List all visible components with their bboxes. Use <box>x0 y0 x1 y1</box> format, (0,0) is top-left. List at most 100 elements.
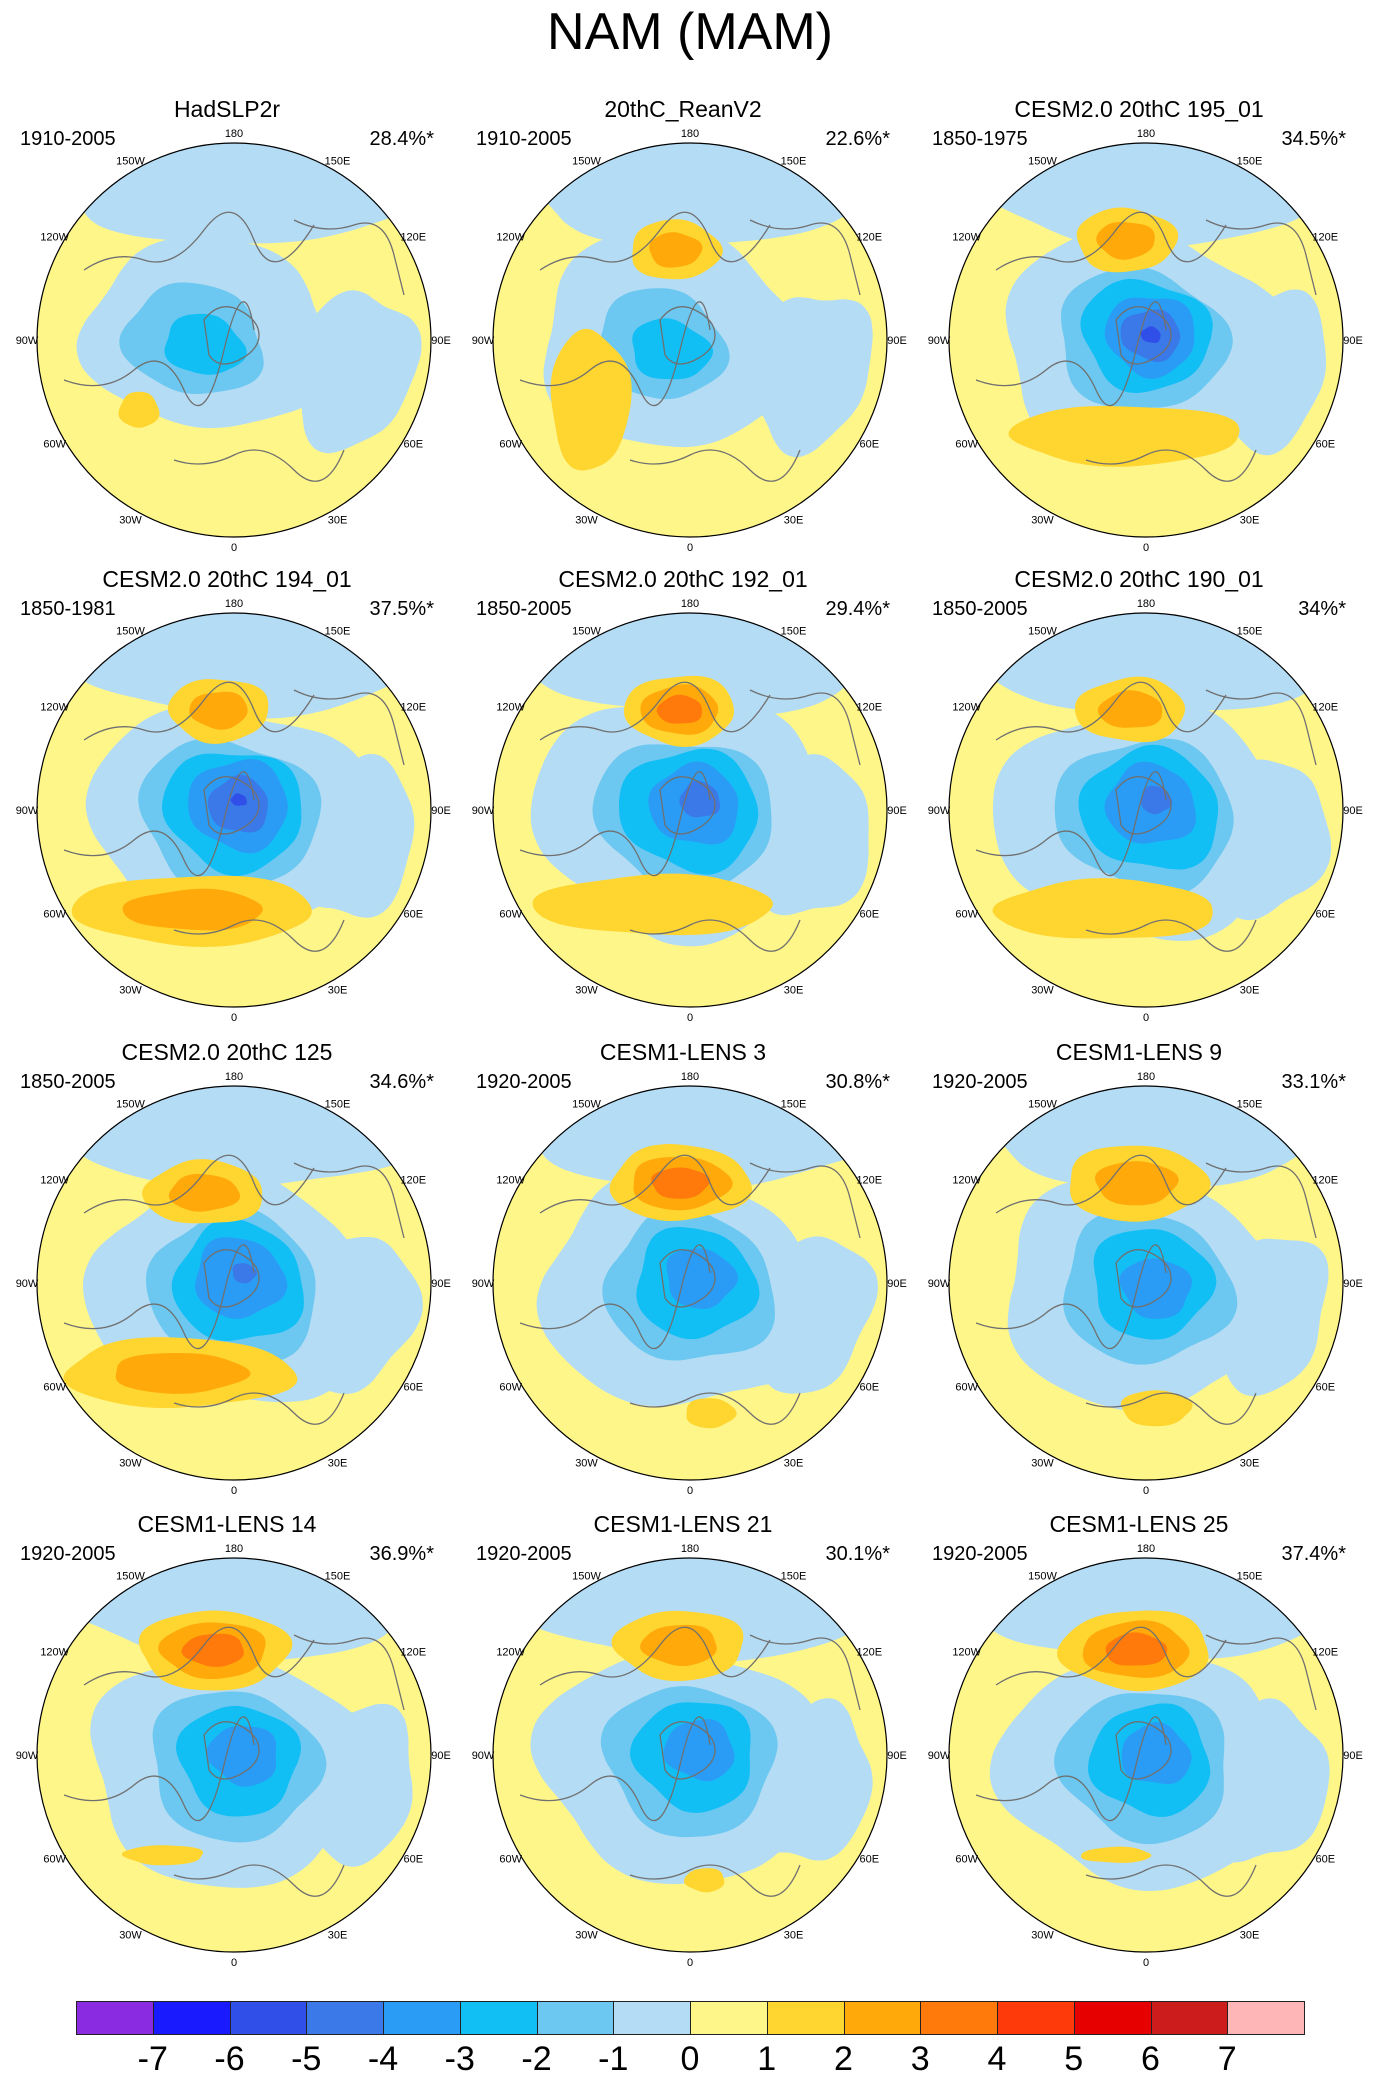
panel-variance-percent: 30.1%* <box>825 1543 891 1565</box>
longitude-label: 30E <box>784 1929 804 1941</box>
longitude-label: 30E <box>328 514 348 526</box>
longitude-label: 60W <box>955 1854 978 1866</box>
field-level--6 <box>230 793 248 806</box>
polar-map: 180 150E 120E 90E 60E 30E 0 30W 60W 90W 120W 150W <box>472 1071 907 1497</box>
panel-variance-percent: 34%* <box>1298 598 1346 620</box>
field-level-2 <box>640 1624 717 1667</box>
map-boundary <box>492 612 888 1008</box>
field-level--4 <box>1121 1722 1192 1785</box>
longitude-label: 30W <box>575 1929 598 1941</box>
colorbar-swatch <box>920 2001 998 2035</box>
longitude-label: 30W <box>575 984 598 996</box>
longitude-label: 30W <box>1031 1929 1054 1941</box>
longitude-label: 150E <box>781 1571 807 1583</box>
longitude-label: 90E <box>887 805 907 817</box>
field-level--4 <box>206 1726 277 1787</box>
longitude-label: 120W <box>496 702 525 714</box>
longitude-label: 180 <box>1137 598 1155 610</box>
map-panel: 20thC_ReanV2 1910-2005 22.6%* 180 150E 120E 90… <box>468 95 907 555</box>
longitude-label: 0 <box>687 1957 693 1969</box>
colorbar-swatch <box>152 2001 231 2035</box>
longitude-label: 120W <box>40 702 69 714</box>
colorbar-tick-label: -1 <box>598 2040 629 2078</box>
coastline <box>293 219 405 296</box>
longitude-label: 90W <box>928 1278 951 1290</box>
longitude-label: 0 <box>1143 1012 1149 1024</box>
map-boundary <box>948 1557 1344 1953</box>
longitude-label: 30E <box>1240 1929 1260 1941</box>
panel-title: CESM2.0 20thC 194_01 <box>102 566 352 592</box>
coastline <box>63 301 255 407</box>
field-level-1 <box>1080 1846 1152 1863</box>
longitude-label: 120E <box>1312 1647 1338 1659</box>
longitude-label: 120W <box>496 232 525 244</box>
colorbar-swatch <box>229 2001 308 2035</box>
longitude-label: 150W <box>572 156 601 168</box>
longitude-label: 0 <box>231 542 237 554</box>
colorbar-swatch <box>613 2001 691 2035</box>
coastline <box>83 211 315 271</box>
coastline <box>749 219 861 296</box>
longitude-label: 120E <box>1312 702 1338 714</box>
longitude-label: 30W <box>575 1457 598 1469</box>
longitude-label: 30E <box>1240 984 1260 996</box>
field-level--1 <box>744 754 869 916</box>
panel-variance-percent: 34.6%* <box>369 1071 435 1093</box>
panel-period: 1920-2005 <box>476 1071 572 1093</box>
longitude-label: 0 <box>231 1957 237 1969</box>
colorbar-tick-label: 6 <box>1141 2040 1160 2078</box>
coastline <box>83 1626 315 1686</box>
longitude-label: 90E <box>431 1750 451 1762</box>
field-level--1 <box>1205 1698 1330 1863</box>
colorbar-swatch <box>843 2001 922 2035</box>
longitude-label: 60E <box>860 439 880 451</box>
coastline <box>1115 1249 1172 1308</box>
longitude-label: 30W <box>1031 1457 1054 1469</box>
field-level-2 <box>649 232 703 268</box>
field-level--4 <box>663 1719 735 1782</box>
longitude-label: 120W <box>952 702 981 714</box>
coastline <box>83 681 315 741</box>
coastline <box>749 689 861 766</box>
coastline <box>173 919 345 952</box>
field-level--5 <box>232 1263 257 1284</box>
longitude-label: 60W <box>43 1382 66 1394</box>
map-boundary <box>36 612 432 1008</box>
field-level--1 <box>293 290 422 454</box>
coastline <box>1085 1392 1257 1425</box>
map-boundary <box>492 1085 888 1481</box>
longitude-label: 90W <box>16 805 39 817</box>
coastline <box>83 1154 315 1214</box>
panel-variance-percent: 37.5%* <box>369 598 435 620</box>
panel-period: 1910-2005 <box>20 128 116 150</box>
longitude-label: 60W <box>499 1382 522 1394</box>
field-level--1 <box>1198 1238 1329 1397</box>
map-boundary <box>492 142 888 538</box>
coastline <box>293 1162 405 1239</box>
panel-period: 1920-2005 <box>932 1543 1028 1565</box>
longitude-label: 30W <box>119 1457 142 1469</box>
field-level--4 <box>1119 1258 1193 1319</box>
longitude-label: 60W <box>43 1854 66 1866</box>
colorbar-swatch <box>997 2001 1075 2035</box>
panel-title: CESM2.0 20thC 190_01 <box>1014 566 1264 592</box>
longitude-label: 30W <box>119 984 142 996</box>
map-panel: CESM2.0 20thC 192_01 1850-2005 29.4%* 180 15… <box>468 565 907 1025</box>
longitude-label: 60W <box>499 1854 522 1866</box>
longitude-label: 90W <box>472 1278 495 1290</box>
longitude-label: 0 <box>1143 1957 1149 1969</box>
longitude-label: 120E <box>400 232 426 244</box>
longitude-label: 150W <box>1028 1099 1057 1111</box>
polar-map: 180 150E 120E 90E 60E 30E 0 30W 60W 90W 120W 150W <box>16 128 451 554</box>
longitude-label: 120E <box>856 1647 882 1659</box>
longitude-label: 150W <box>1028 1571 1057 1583</box>
polar-map: 180 150E 120E 90E 60E 30E 0 30W 60W 90W 120W 150W <box>16 1071 451 1497</box>
coastline <box>539 681 771 741</box>
field-level-3 <box>651 1167 711 1199</box>
coastline <box>659 776 716 835</box>
coastline <box>293 1634 405 1711</box>
panel-variance-percent: 37.4%* <box>1281 1543 1347 1565</box>
colorbar-swatch <box>1073 2001 1152 2035</box>
longitude-label: 90E <box>431 335 451 347</box>
field-level--1 <box>290 753 415 918</box>
